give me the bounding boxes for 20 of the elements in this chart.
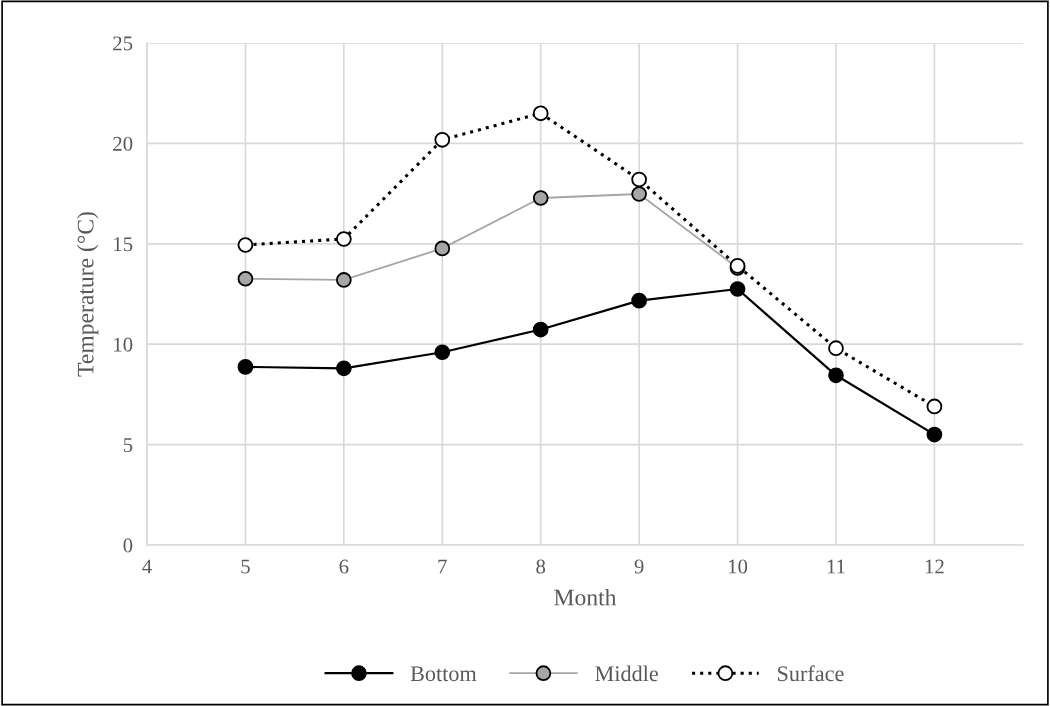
x-axis-title: Month (554, 588, 617, 606)
y-tick-label: 10 (114, 337, 133, 352)
legend-label: Bottom (410, 666, 477, 682)
y-axis-title: Temperature (°C) (76, 212, 99, 377)
x-tick-label: 5 (241, 559, 250, 574)
x-tick-label: 6 (339, 559, 349, 574)
legend-label: Middle (595, 665, 658, 682)
x-tick-label: 4 (142, 559, 152, 574)
x-tick-label: 11 (827, 559, 845, 574)
y-tick-label: 5 (123, 438, 133, 453)
x-tick-label: 12 (925, 559, 944, 574)
x-tick-label: 8 (536, 559, 546, 574)
y-tick-label: 0 (123, 538, 133, 553)
y-tick-label: 25 (113, 36, 133, 51)
y-tick-label: 20 (113, 136, 133, 151)
y-tick-label: 15 (114, 237, 133, 252)
x-tick-label: 9 (634, 559, 644, 574)
legend-label: Surface (777, 665, 844, 682)
x-tick-label: 7 (438, 559, 447, 574)
x-tick-label: 10 (728, 559, 748, 574)
